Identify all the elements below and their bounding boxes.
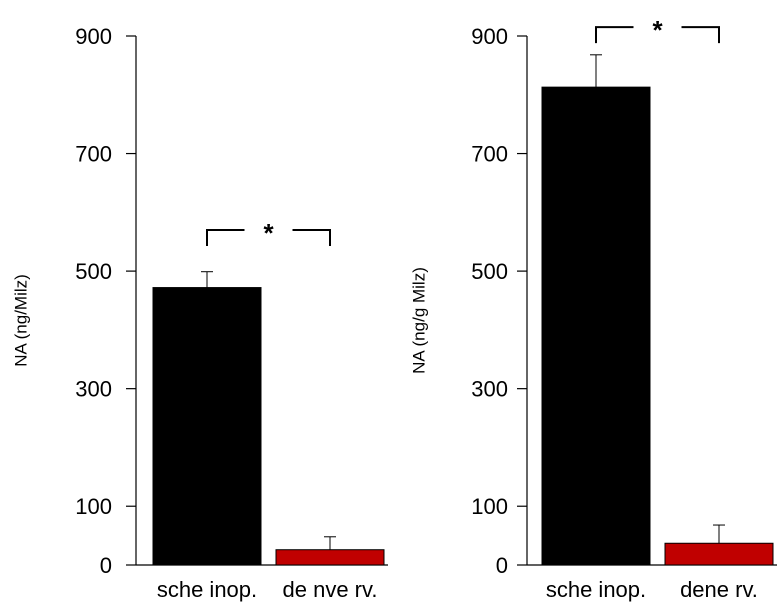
- y-axis-title: NA (ng/Milz): [11, 274, 30, 367]
- y-tick-label: 0: [100, 553, 112, 578]
- y-tick-label: 500: [471, 259, 508, 284]
- y-axis-title: NA (ng/g Milz): [409, 267, 428, 374]
- x-category-label: dene rv.: [680, 577, 758, 602]
- y-tick-label: 100: [471, 494, 508, 519]
- x-category-label: de nve rv.: [283, 577, 378, 602]
- y-tick-label: 900: [75, 24, 112, 49]
- y-tick-label: 500: [75, 259, 112, 284]
- bar-denerv: [664, 542, 774, 566]
- y-tick-label: 900: [471, 24, 508, 49]
- x-category-label: sche inop.: [546, 577, 646, 602]
- y-tick-label: 700: [471, 142, 508, 167]
- y-tick-label: 300: [75, 377, 112, 402]
- bar-denerv: [275, 549, 385, 566]
- bar-scheinop: [541, 86, 651, 566]
- significance-bracket-left: [595, 26, 634, 44]
- significance-bracket-left: [206, 228, 245, 246]
- y-tick-label: 0: [496, 553, 508, 578]
- significance-bracket-right: [681, 26, 720, 44]
- chart-panel-1: 0 100 300 500 700 900 NA (ng/Milz) sche inop. de…: [11, 24, 388, 602]
- y-tick-label: 700: [75, 142, 112, 167]
- x-category-label: sche inop.: [157, 577, 257, 602]
- significance-label: *: [263, 218, 274, 248]
- y-tick-label: 300: [471, 377, 508, 402]
- chart-panel-2: 0 100 300 500 700 900 NA (ng/g Milz) sche inop.…: [409, 15, 777, 602]
- bar-scheinop: [152, 287, 262, 566]
- significance-bracket-right: [292, 228, 331, 246]
- significance-label: *: [652, 15, 663, 45]
- y-tick-label: 100: [75, 494, 112, 519]
